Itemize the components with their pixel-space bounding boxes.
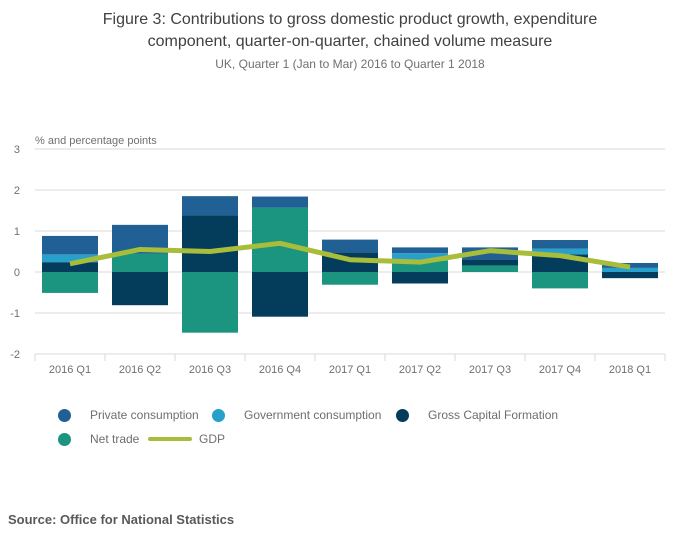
bar-segment-net-trade[interactable]	[532, 272, 588, 289]
y-tick-label: -1	[10, 308, 20, 320]
bar-segment-private-consumption[interactable]	[322, 239, 378, 253]
bar-segment-gross-capital-formation[interactable]	[42, 262, 98, 272]
bar-segment-private-consumption[interactable]	[42, 235, 98, 255]
legend-dot-swatch	[58, 408, 71, 422]
bar-segment-gross-capital-formation[interactable]	[462, 259, 518, 266]
y-axis-unit-label: % and percentage points	[35, 135, 157, 147]
bar-segment-net-trade[interactable]	[182, 272, 238, 333]
legend-label: GDP	[199, 432, 226, 446]
y-tick-label: 3	[14, 144, 20, 156]
bar-segment-government-consumption[interactable]	[392, 253, 448, 261]
legend-item-government-consumption[interactable]: Government consumption	[212, 407, 381, 423]
legend-item-private-consumption[interactable]: Private consumption	[58, 407, 199, 423]
x-tick-label: 2016 Q2	[119, 364, 161, 376]
legend-label: Gross Capital Formation	[428, 408, 559, 422]
bar-segment-net-trade[interactable]	[392, 260, 448, 272]
x-tick-label: 2016 Q3	[189, 364, 231, 376]
gdp-line[interactable]	[69, 240, 631, 270]
legend-dot-swatch	[58, 432, 71, 446]
bar-segment-private-consumption[interactable]	[252, 196, 308, 208]
bar-segment-net-trade[interactable]	[322, 272, 378, 285]
x-tick-label: 2017 Q2	[399, 364, 441, 376]
bar-segment-gross-capital-formation[interactable]	[602, 272, 658, 279]
x-tick-label: 2017 Q3	[469, 364, 511, 376]
bar-segment-gross-capital-formation[interactable]	[112, 272, 168, 306]
legend-dot-swatch	[212, 408, 225, 422]
bar-segment-gross-capital-formation[interactable]	[392, 272, 448, 284]
figure-title: Figure 3: Contributions to gross domesti…	[50, 9, 650, 53]
x-tick-label: 2016 Q4	[259, 364, 301, 376]
bar-segment-private-consumption[interactable]	[532, 240, 588, 249]
legend-label: Net trade	[90, 432, 140, 446]
bar-segment-government-consumption[interactable]	[532, 248, 588, 255]
bar-segment-private-consumption[interactable]	[392, 247, 448, 254]
source-note: Source: Office for National Statistics	[8, 512, 235, 527]
bar-segment-government-consumption[interactable]	[602, 267, 658, 272]
y-tick-label: -2	[10, 349, 20, 361]
bar-segment-gross-capital-formation[interactable]	[182, 215, 238, 272]
bar-segment-net-trade[interactable]	[42, 272, 98, 293]
figure-title-text: Figure 3: Contributions to gross domesti…	[102, 11, 598, 50]
bar-segment-net-trade[interactable]	[462, 265, 518, 272]
x-tick-label: 2016 Q1	[49, 364, 91, 376]
bar-segment-private-consumption[interactable]	[182, 196, 238, 216]
legend-item-gross-capital-formation[interactable]: Gross Capital Formation	[396, 407, 558, 423]
legend-label: Private consumption	[90, 408, 199, 422]
y-tick-label: 2	[14, 185, 20, 197]
legend-item-gdp[interactable]: GDP	[148, 431, 225, 447]
bar-segment-private-consumption[interactable]	[462, 247, 518, 260]
legend-item-net-trade[interactable]: Net trade	[58, 431, 139, 447]
x-tick-label: 2018 Q1	[609, 364, 651, 376]
legend-label: Government consumption	[244, 408, 382, 422]
bar-segment-gross-capital-formation[interactable]	[252, 272, 308, 317]
legend-line-swatch	[148, 437, 192, 441]
bar-segment-net-trade[interactable]	[252, 207, 308, 272]
x-tick-label: 2017 Q1	[329, 364, 371, 376]
y-tick-label: 1	[14, 226, 20, 238]
y-tick-label: 0	[14, 267, 20, 279]
gdp-contributions-chart: 3 2 1 0 -1 -2 2016 Q1 2016 Q2 2016 Q3 2016 Q4 2017…	[10, 144, 666, 376]
bar-segment-net-trade[interactable]	[112, 253, 168, 272]
figure-subtitle: UK, Quarter 1 (Jan to Mar) 2016 to Quart…	[215, 57, 485, 71]
legend-dot-swatch	[396, 408, 409, 422]
x-tick-label: 2017 Q4	[539, 364, 581, 376]
bar-segment-government-consumption[interactable]	[42, 254, 98, 263]
